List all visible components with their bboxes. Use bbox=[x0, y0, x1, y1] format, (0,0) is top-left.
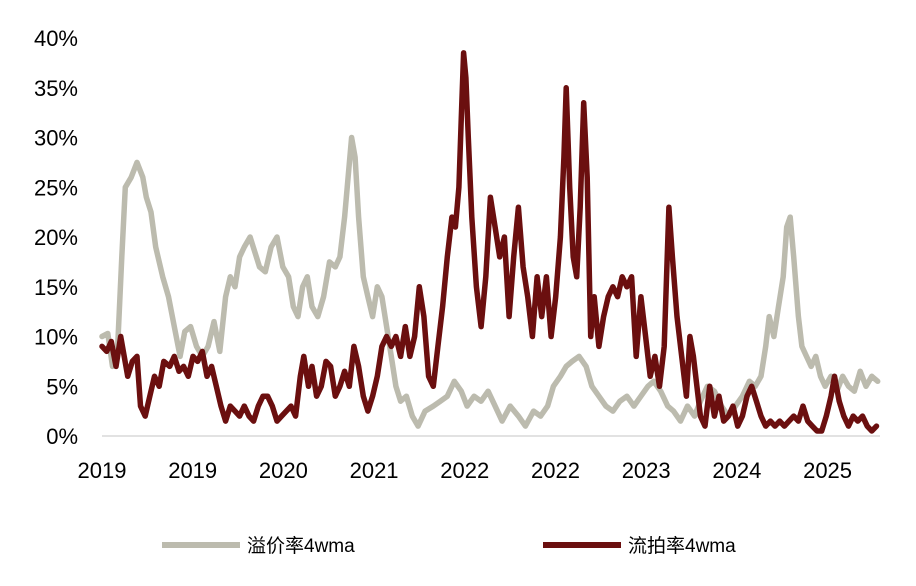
x-tick-label: 2022 bbox=[440, 458, 489, 483]
x-tick-label: 2019 bbox=[168, 458, 217, 483]
series-line-0 bbox=[99, 134, 881, 429]
legend-label-0: 溢价率4wma bbox=[247, 535, 355, 557]
x-tick-label: 2024 bbox=[712, 458, 761, 483]
y-axis-labels: 0% 5% 10% 15% 20% 25% 30% 35% 40% bbox=[34, 26, 78, 449]
y-tick-label: 0% bbox=[46, 424, 78, 449]
x-axis-labels: 2019 2019 2020 2021 2022 2022 2023 2024 2025 bbox=[78, 458, 853, 483]
legend-label-1: 流拍率4wma bbox=[628, 535, 736, 557]
y-tick-label: 40% bbox=[34, 26, 78, 51]
y-tick-label: 25% bbox=[34, 175, 78, 200]
series-lines bbox=[99, 50, 881, 434]
y-tick-label: 5% bbox=[46, 374, 78, 399]
x-tick-label: 2020 bbox=[259, 458, 308, 483]
x-tick-label: 2023 bbox=[622, 458, 671, 483]
series-line-1 bbox=[99, 50, 880, 434]
x-tick-label: 2025 bbox=[803, 458, 852, 483]
y-tick-label: 15% bbox=[34, 275, 78, 300]
y-tick-label: 35% bbox=[34, 76, 78, 101]
legend: 溢价率4wma 流拍率4wma bbox=[162, 535, 736, 557]
y-tick-label: 30% bbox=[34, 126, 78, 151]
y-tick-label: 10% bbox=[34, 325, 78, 350]
x-tick-label: 2022 bbox=[531, 458, 580, 483]
y-tick-label: 20% bbox=[34, 225, 78, 250]
x-tick-label: 2019 bbox=[78, 458, 127, 483]
x-tick-label: 2021 bbox=[350, 458, 399, 483]
